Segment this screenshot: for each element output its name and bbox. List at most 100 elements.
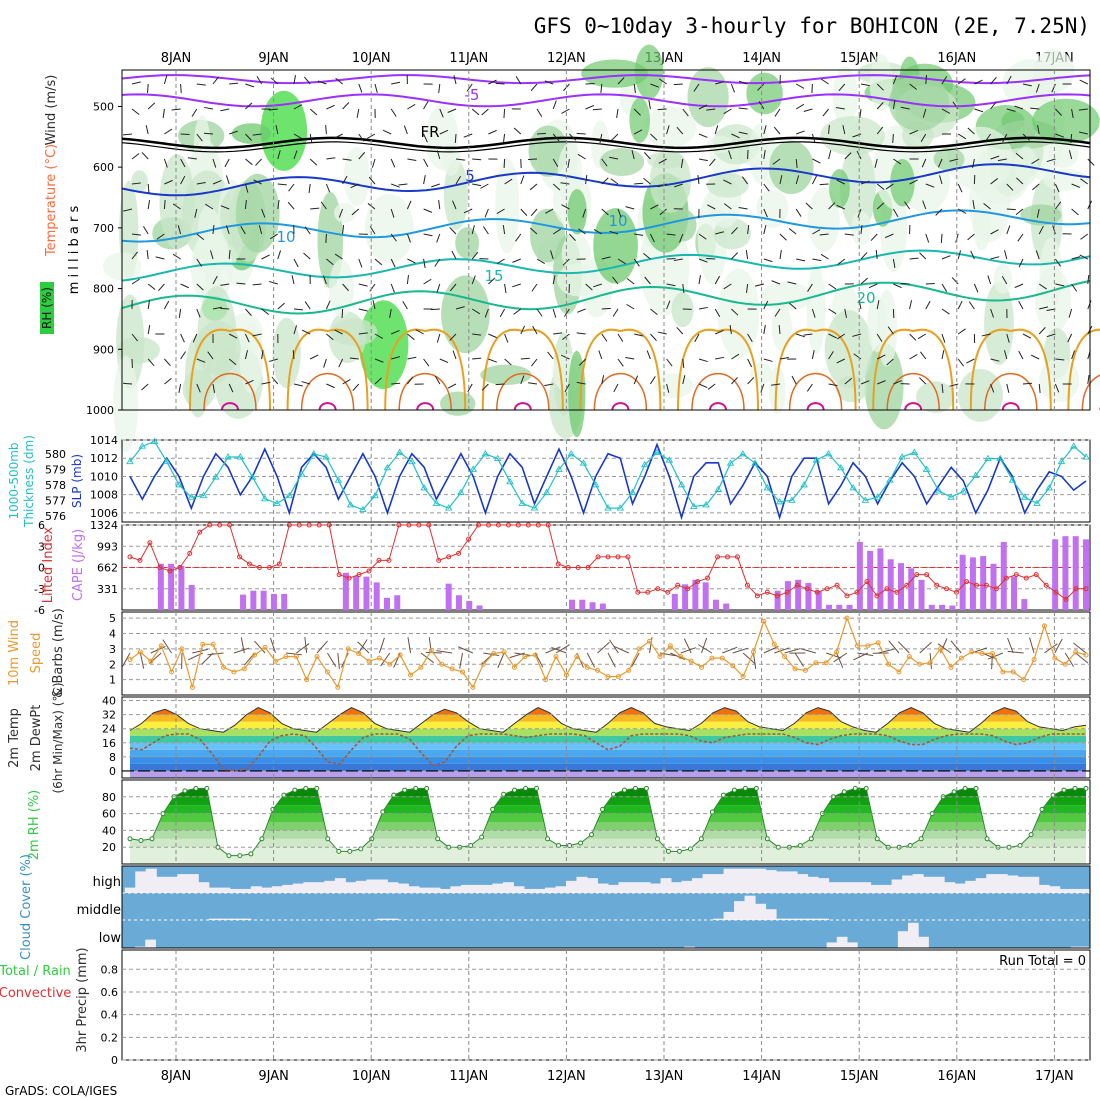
wind-barb [576, 132, 586, 135]
wind-barb [805, 202, 813, 210]
isotherm-label: 10 [608, 212, 627, 230]
cloud-high-bar [734, 868, 746, 893]
wind-barb [423, 258, 426, 268]
wind-barb [666, 125, 670, 135]
wind-barb [617, 333, 624, 342]
date-label-bottom: 11JAN [449, 1069, 488, 1084]
rh-shade [839, 145, 877, 232]
rh-marker [808, 836, 814, 842]
wind-barb [1055, 283, 1065, 287]
wind-barb [650, 204, 659, 210]
cloud-high-bar [1049, 886, 1061, 893]
wind-barb [925, 300, 931, 310]
wind-barb [309, 158, 318, 166]
wind-barb [220, 108, 230, 112]
wind-barb [207, 652, 224, 656]
wind-barb [877, 380, 886, 385]
wind-barb [326, 157, 336, 160]
wind-barb [747, 333, 753, 342]
wind-barb [609, 156, 619, 160]
wind-barb [763, 358, 773, 362]
thickness-marker [285, 491, 294, 499]
wind-barb [201, 652, 214, 665]
wind-barb [471, 275, 476, 285]
rh-shade [835, 375, 868, 403]
wind-barb [893, 158, 902, 165]
wind-barb [292, 349, 295, 360]
wind-barb [269, 637, 276, 654]
wind-barb [973, 283, 979, 293]
wind-barb [196, 308, 201, 318]
wind-barb [937, 158, 943, 168]
thickness-marker [273, 499, 281, 506]
wind-barb [1039, 306, 1049, 310]
wind-barb [244, 183, 249, 193]
lifted-index-marker [874, 593, 880, 599]
thickness-marker [383, 463, 392, 471]
cape-tick-label: 331 [97, 583, 118, 596]
wind-barb [1004, 250, 1008, 260]
rh-shade [643, 106, 697, 149]
wind-barb [499, 308, 506, 318]
wind-barb [909, 333, 917, 341]
lifted-index-marker [595, 554, 601, 560]
wind-barb [509, 652, 526, 659]
lifted-index-marker [476, 522, 482, 528]
wind-barb [886, 358, 894, 366]
wind-barb [536, 308, 543, 317]
wind-speed-marker [449, 666, 455, 672]
lifted-index-marker [864, 579, 870, 585]
wind-barb [293, 308, 304, 311]
wind-barb [430, 308, 440, 311]
temp-band [130, 721, 1086, 729]
wind-speed-marker [844, 615, 850, 621]
wind-barb [633, 375, 639, 385]
wind-barb [1037, 125, 1040, 135]
wind-barb [196, 283, 204, 291]
wind-barb [612, 276, 619, 285]
lifted-index-marker [1063, 596, 1069, 602]
cape-bar [353, 575, 360, 610]
wind-barb [698, 233, 707, 240]
cloud-high-bar [828, 882, 840, 893]
cape-bar [383, 597, 390, 610]
wind-barb [504, 333, 509, 343]
thickness-marker [236, 453, 245, 460]
wind-barb [670, 652, 686, 661]
cape-bar [1083, 539, 1089, 610]
rh-shade [439, 391, 476, 416]
wind-barb [1029, 637, 1035, 654]
wind-barb [261, 308, 270, 315]
wind-barb [325, 300, 331, 310]
wind-speed-marker [1041, 623, 1047, 629]
cloud-middle-bar [755, 903, 767, 920]
wind-barb [564, 383, 570, 393]
wind-barb [779, 233, 787, 241]
wind-barb [398, 183, 408, 186]
wind-speed-marker [169, 669, 175, 675]
wind-barb [941, 76, 948, 85]
precip-total-rain-label: Total / Rain [0, 964, 71, 979]
thickness-line [129, 440, 1087, 511]
wind-barb [1055, 358, 1065, 361]
wind-barb [1038, 283, 1047, 290]
wind-barb [835, 107, 845, 110]
wind-barb [876, 102, 884, 110]
wind-barb [870, 233, 878, 241]
cape-bar [805, 583, 812, 610]
wind-barb [407, 333, 415, 341]
lifted-index-marker [635, 589, 641, 595]
rh-shade [864, 342, 904, 430]
rh-marker [204, 785, 210, 791]
lifted-index-marker [744, 582, 750, 588]
wind-barb [833, 652, 848, 663]
wind-barb [1036, 208, 1040, 218]
cloud-high-bar [219, 887, 231, 893]
wind-barb [293, 258, 299, 268]
wind-barb [1087, 274, 1090, 285]
cape-bar [1062, 536, 1069, 610]
wind-speed-marker [137, 649, 143, 655]
date-label-top: 8JAN [161, 51, 192, 66]
lifted-index-marker [167, 568, 173, 574]
cloud-middle-bar [786, 918, 798, 920]
